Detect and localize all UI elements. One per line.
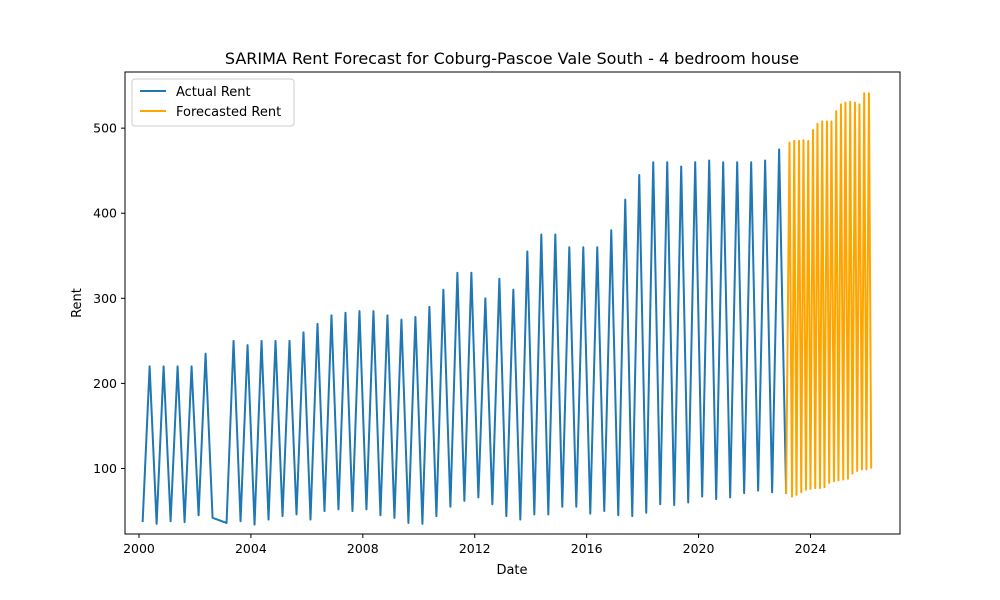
y-tick-label: 100: [93, 461, 117, 476]
legend-label-actual-rent: Actual Rent: [176, 85, 251, 100]
y-axis: 100 200 300 400 500: [93, 121, 125, 476]
x-tick-label: 2004: [235, 541, 267, 556]
x-axis-title: Date: [496, 563, 527, 578]
x-tick-label: 2008: [347, 541, 379, 556]
x-axis: 2000 2004 2008 2012 2016 2020 2024: [123, 534, 826, 556]
x-tick-label: 2000: [123, 541, 155, 556]
y-tick-label: 300: [93, 291, 117, 306]
chart-title: SARIMA Rent Forecast for Coburg-Pascoe V…: [225, 49, 799, 68]
legend-box: [131, 78, 295, 127]
series-layer: [141, 92, 873, 526]
y-tick-label: 400: [93, 206, 117, 221]
series-line-forecasted-rent: [785, 92, 873, 498]
x-tick-label: 2016: [571, 541, 603, 556]
y-tick-label: 500: [93, 121, 117, 136]
y-axis-title: Rent: [70, 288, 85, 318]
legend-label-forecasted-rent: Forecasted Rent: [176, 105, 281, 120]
x-tick-label: 2020: [683, 541, 715, 556]
legend: Actual Rent Forecasted Rent: [131, 78, 295, 127]
x-tick-label: 2012: [459, 541, 491, 556]
y-tick-label: 200: [93, 376, 117, 391]
x-tick-label: 2024: [795, 541, 827, 556]
series-line-actual-rent: [141, 148, 788, 526]
